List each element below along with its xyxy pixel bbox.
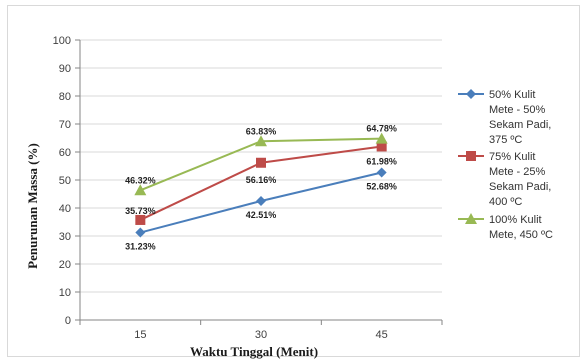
data-label: 31.23% bbox=[125, 242, 156, 252]
data-point bbox=[375, 132, 388, 144]
data-label: 56.16% bbox=[246, 175, 277, 185]
legend: 50% Kulit Mete - 50% Sekam Padi, 375 ºC 75% … bbox=[458, 89, 553, 241]
series-1 bbox=[135, 167, 387, 238]
y-tick-label: 50 bbox=[59, 175, 71, 187]
legend-label: 375 ºC bbox=[489, 134, 522, 146]
data-point bbox=[255, 135, 267, 147]
data-point bbox=[256, 195, 266, 206]
legend-marker bbox=[465, 213, 477, 224]
gridlines bbox=[80, 39, 442, 293]
x-tick-labels: 15 30 45 bbox=[134, 329, 388, 341]
y-axis-title: Penurunan Massa (%) bbox=[25, 143, 40, 269]
legend-label: 400 ºC bbox=[489, 196, 522, 208]
y-tick-label: 80 bbox=[59, 91, 71, 103]
data-label: 61.98% bbox=[366, 156, 397, 166]
data-point bbox=[135, 214, 146, 225]
data-point bbox=[376, 141, 387, 152]
data-label: 46.32% bbox=[125, 175, 156, 185]
x-tick-label: 15 bbox=[134, 329, 146, 341]
x-tick-label: 45 bbox=[376, 329, 388, 341]
data-point bbox=[376, 167, 387, 178]
legend-label: 75% Kulit bbox=[489, 151, 535, 163]
legend-label: Mete - 50% bbox=[489, 104, 545, 116]
data-point bbox=[135, 227, 146, 238]
data-label: 42.51% bbox=[246, 210, 277, 220]
axes bbox=[75, 39, 443, 325]
data-point bbox=[256, 157, 266, 168]
legend-label: Sekam Padi, bbox=[489, 181, 551, 193]
legend-marker bbox=[466, 151, 476, 161]
x-axis-title: Waktu Tinggal (Menit) bbox=[190, 344, 318, 359]
y-tick-labels: 0 10 20 30 40 50 60 70 80 90 100 bbox=[53, 35, 71, 327]
legend-entry-3: 100% Kulit Mete, 450 ºC bbox=[458, 213, 553, 241]
y-tick-label: 20 bbox=[59, 259, 71, 271]
legend-label: 100% Kulit bbox=[489, 214, 542, 226]
legend-marker bbox=[466, 89, 476, 99]
y-tick-label: 70 bbox=[59, 119, 71, 131]
y-tick-label: 60 bbox=[59, 147, 71, 159]
legend-label: Mete - 25% bbox=[489, 166, 545, 178]
y-tick-label: 100 bbox=[53, 35, 71, 47]
y-tick-label: 40 bbox=[59, 203, 71, 215]
data-label: 63.83% bbox=[246, 126, 277, 136]
data-point bbox=[134, 184, 147, 196]
chart-frame bbox=[7, 5, 580, 357]
legend-label: Mete, 450 ºC bbox=[489, 229, 553, 241]
y-tick-label: 10 bbox=[59, 287, 71, 299]
legend-label: Sekam Padi, bbox=[489, 119, 551, 131]
data-label: 35.73% bbox=[125, 206, 156, 216]
data-labels: 31.23% 42.51% 52.68% 35.73% 56.16% 61.98% 46.3… bbox=[125, 124, 397, 252]
y-tick-label: 30 bbox=[59, 231, 71, 243]
data-label: 52.68% bbox=[366, 181, 397, 191]
series-2 bbox=[135, 141, 387, 225]
x-tick-label: 30 bbox=[255, 329, 267, 341]
legend-entry-1: 50% Kulit Mete - 50% Sekam Padi, 375 ºC bbox=[458, 89, 551, 146]
data-label: 64.78% bbox=[366, 124, 397, 134]
legend-entry-2: 75% Kulit Mete - 25% Sekam Padi, 400 ºC bbox=[458, 151, 551, 208]
series-3 bbox=[134, 132, 388, 196]
y-tick-label: 90 bbox=[59, 63, 71, 75]
legend-label: 50% Kulit bbox=[489, 89, 535, 101]
series bbox=[134, 132, 388, 238]
y-tick-label: 0 bbox=[65, 315, 71, 327]
